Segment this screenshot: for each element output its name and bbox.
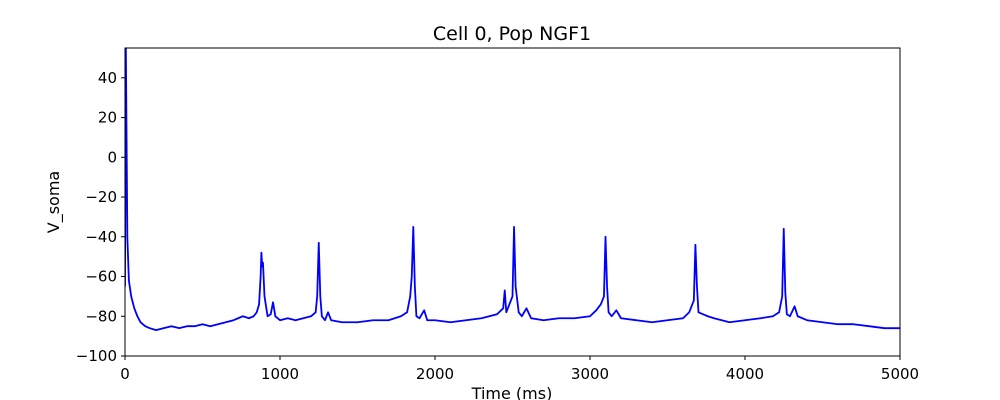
x-tick-label: 5000 bbox=[881, 365, 919, 383]
y-tick-label: −60 bbox=[85, 268, 117, 286]
plot-area bbox=[125, 48, 900, 332]
line-series bbox=[125, 48, 900, 332]
x-tick-label: 2000 bbox=[416, 365, 454, 383]
y-tick-label: −40 bbox=[85, 228, 117, 246]
y-tick-label: 0 bbox=[107, 148, 117, 166]
y-tick-label: −100 bbox=[76, 347, 117, 365]
y-axis-label: V_soma bbox=[44, 171, 64, 233]
x-tick-label: 0 bbox=[120, 365, 130, 383]
y-tick-label: 40 bbox=[98, 69, 117, 87]
x-axis-label: Time (ms) bbox=[471, 384, 553, 400]
x-tick-label: 3000 bbox=[571, 365, 609, 383]
x-tick-label: 1000 bbox=[261, 365, 299, 383]
y-tick-label: −80 bbox=[85, 307, 117, 325]
chart-title: Cell 0, Pop NGF1 bbox=[433, 23, 591, 45]
y-tick-label: −20 bbox=[85, 188, 117, 206]
axes-frame bbox=[124, 47, 901, 357]
x-tick-label: 4000 bbox=[726, 365, 764, 383]
y-tick-label: 20 bbox=[98, 109, 117, 127]
